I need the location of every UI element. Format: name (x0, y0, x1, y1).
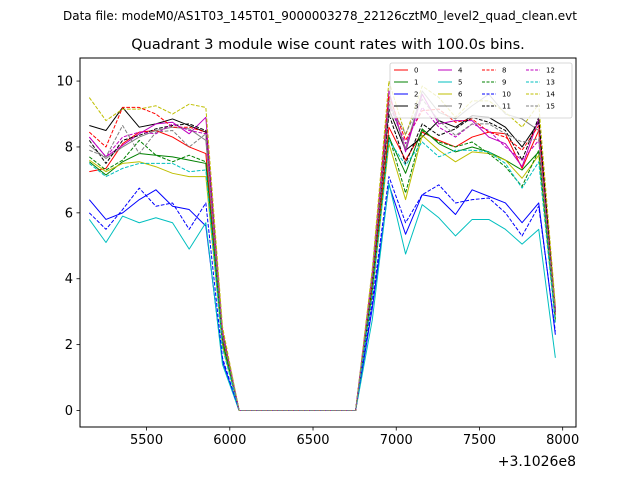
legend-label-1: 1 (414, 79, 418, 87)
legend-label-12: 12 (546, 67, 555, 75)
legend-box (389, 62, 573, 119)
legend-label-5: 5 (458, 79, 462, 87)
legend-label-2: 2 (414, 91, 418, 99)
x-tick-label: 6500 (296, 433, 329, 448)
x-tick-label: 7500 (463, 433, 496, 448)
series-line-15 (89, 98, 556, 412)
series-line-12 (88, 103, 556, 412)
plot-frame (79, 57, 577, 428)
legend-label-7: 7 (458, 103, 462, 111)
legend-label-10: 10 (502, 91, 511, 99)
x-tick-label: 7000 (380, 433, 413, 448)
y-tick-label: 4 (65, 272, 73, 287)
series-line-8 (88, 95, 556, 412)
legend-label-14: 14 (546, 91, 555, 99)
x-offset-label: +3.1026e8 (498, 454, 576, 470)
y-tick-label: 10 (56, 75, 73, 90)
x-tick-label: 6000 (213, 433, 246, 448)
x-tick-label: 8000 (546, 433, 579, 448)
y-tick-label: 0 (65, 404, 73, 419)
legend-label-13: 13 (546, 79, 555, 87)
axis-layer: 5500 6000 6500 7000 7500 8000 0 2 4 6 8 10 (56, 75, 579, 448)
legend-label-6: 6 (458, 91, 463, 99)
legend-label-0: 0 (414, 67, 418, 75)
chart-suptitle: Data file: modeM0/AS1T03_145T01_90000032… (63, 9, 577, 23)
legend-label-4: 4 (458, 67, 463, 75)
x-tick-label: 5500 (130, 433, 163, 448)
legend-label-11: 11 (502, 103, 511, 111)
legend-label-3: 3 (414, 103, 418, 111)
legend-label-9: 9 (502, 79, 506, 87)
y-tick-label: 2 (65, 338, 73, 353)
y-tick-label: 6 (65, 206, 73, 221)
legend-label-15: 15 (546, 103, 555, 111)
chart-title: Quadrant 3 module wise count rates with … (131, 37, 525, 53)
legend-label-8: 8 (502, 67, 506, 75)
y-tick-label: 8 (65, 140, 73, 155)
